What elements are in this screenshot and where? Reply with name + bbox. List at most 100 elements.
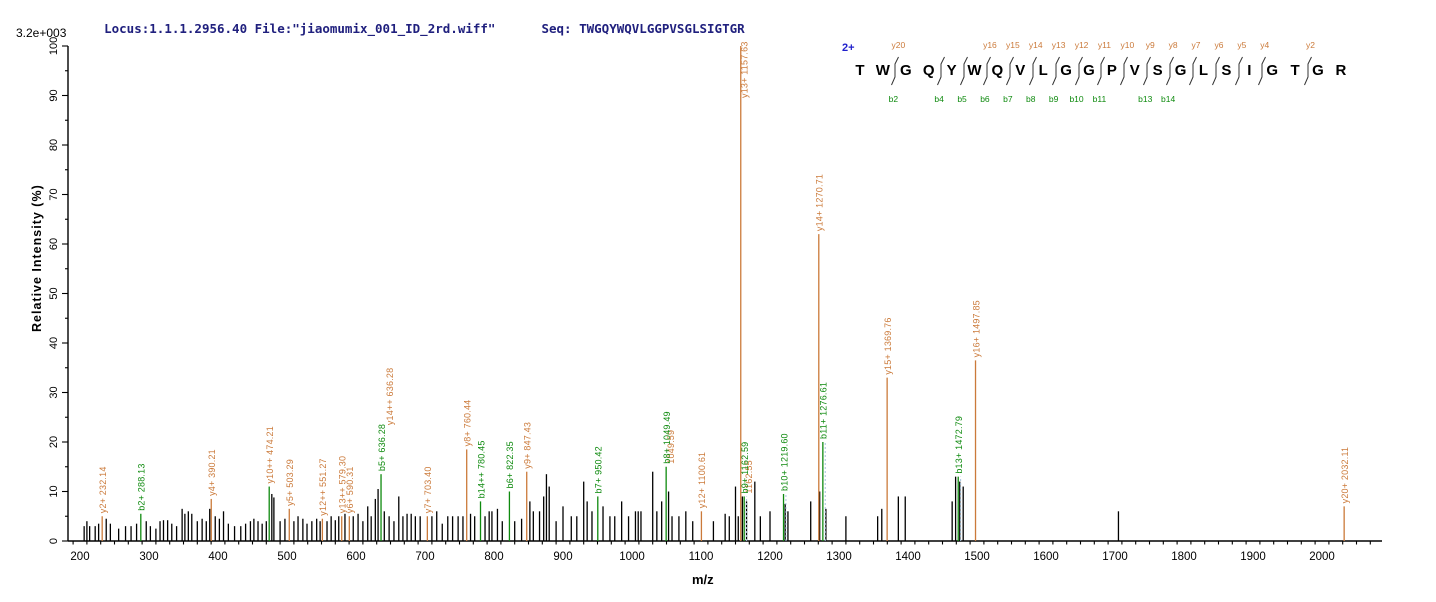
- b-ion-mark-b9: b9: [1048, 94, 1059, 104]
- cleavage-mark-path: [1189, 56, 1197, 86]
- residue-2-W: W: [875, 62, 890, 79]
- cleavage-mark-path: [891, 56, 900, 86]
- x-tick-label: 600: [346, 551, 365, 563]
- cleavage-mark: [1257, 56, 1266, 86]
- cleavage-mark-path: [937, 56, 946, 86]
- peak-label-y-ion: y2+ 232.14: [98, 466, 108, 513]
- cleavage-mark-path: [1166, 56, 1175, 86]
- x-tick-label: 1800: [1171, 551, 1197, 563]
- peak-label-y-ion: y8+ 760.44: [463, 400, 473, 447]
- residue-14-S: S: [1152, 62, 1163, 79]
- peak-label-b-ion: b6+ 822.35: [505, 441, 515, 488]
- x-tick-label: 1000: [619, 551, 645, 563]
- peak-label-y-ion: y10++ 474.21: [265, 426, 275, 483]
- y-ion-mark-y13: y13: [1051, 40, 1066, 50]
- peak-label-b-ion: b7+ 950.42: [594, 446, 604, 493]
- cleavage-mark-path: [1303, 56, 1312, 86]
- cleavage-mark-path: [1005, 56, 1014, 86]
- cleavage-mark: [1005, 56, 1014, 86]
- residue-8-V: V: [1015, 62, 1026, 79]
- cleavage-mark: [1097, 56, 1106, 86]
- seq-label: Seq:: [541, 21, 572, 36]
- peak-label-b-ion: b2+ 288.13: [137, 463, 147, 510]
- residue-15-G: G: [1174, 62, 1187, 79]
- b-ion-mark-b5: b5: [957, 94, 967, 104]
- x-tick-label: 1600: [1033, 551, 1059, 563]
- peak-label-y-ion: 1049.59: [666, 430, 676, 464]
- y-ion-mark-y11: y11: [1097, 40, 1111, 50]
- peak-label-b-ion: b14++ 780.45: [476, 440, 486, 498]
- x-tick-label: 500: [277, 551, 296, 563]
- y-tick-label: 30: [48, 386, 60, 398]
- x-tick-label: 1400: [895, 551, 921, 563]
- cleavage-mark: [1143, 56, 1152, 86]
- x-tick-label: 1500: [964, 551, 990, 563]
- cleavage-mark: [891, 56, 900, 86]
- x-tick-label: 1900: [1240, 551, 1266, 563]
- y-ion-mark-y20: y20: [891, 40, 906, 50]
- residue-21-G: G: [1312, 62, 1324, 79]
- peak-label-y-ion: y6+ 590.31: [345, 466, 355, 513]
- peak-label-y-ion: y14+ 1270.71: [815, 174, 825, 231]
- cleavage-mark-path: [1234, 56, 1243, 86]
- peak-label-y-ion: 1162.55: [744, 460, 754, 493]
- peak-label-y-ion: y20+ 2032.11: [1340, 447, 1350, 504]
- y-tick-label: 100: [48, 37, 60, 55]
- y-ion-mark-y5: y5: [1237, 40, 1247, 50]
- b-ion-mark-b2: b2: [888, 94, 899, 104]
- peak-label-y-ion: y15+ 1369.76: [883, 317, 893, 374]
- x-tick-label: 200: [70, 551, 89, 563]
- y-ion-mark-y10: y10: [1120, 40, 1135, 50]
- cleavage-mark: [1028, 56, 1037, 86]
- y-tick-label: 40: [48, 337, 60, 349]
- residue-1-T: T: [855, 62, 865, 79]
- x-axis-title: m/z: [692, 572, 714, 587]
- peak-label-b-ion: b11+ 1276.61: [819, 382, 829, 439]
- intensity-scale-note: 3.2e+003: [16, 26, 67, 40]
- x-tick-label: 1200: [757, 551, 783, 563]
- y-tick-label: 20: [48, 436, 60, 448]
- cleavage-mark-path: [982, 56, 991, 86]
- peak-label-y-ion: y12++ 551.27: [318, 458, 328, 515]
- peak-label-y-ion: y13+ 1157.63: [740, 41, 750, 98]
- y-ion-mark-y8: y8: [1168, 40, 1178, 50]
- peak-label-b-ion: b5+ 636.28: [377, 424, 387, 471]
- y-ion-mark-y6: y6: [1214, 40, 1224, 50]
- x-tick-label: 1100: [689, 551, 714, 563]
- cleavage-mark-path: [1074, 56, 1083, 86]
- y-tick-label: 50: [48, 287, 60, 299]
- y-ion-mark-y14: y14: [1028, 40, 1043, 50]
- x-tick-label: 700: [415, 551, 434, 563]
- cleavage-mark: [1211, 56, 1220, 86]
- b-ion-mark-b14: b14: [1161, 94, 1176, 104]
- peak-label-y-ion: y12+ 1100.61: [697, 452, 707, 509]
- cleavage-mark-path: [1051, 56, 1060, 86]
- b-ion-mark-b10: b10: [1069, 94, 1084, 104]
- y-tick-label: 0: [48, 538, 60, 544]
- b-ion-mark-b8: b8: [1026, 94, 1036, 104]
- y-ion-mark-y2: y2: [1306, 40, 1316, 50]
- cleavage-mark-path: [1097, 56, 1106, 86]
- y-ion-mark-y9: y9: [1145, 40, 1155, 50]
- y-ion-mark-y7: y7: [1191, 40, 1201, 50]
- cleavage-mark-path: [1143, 56, 1152, 86]
- y-tick-label: 70: [48, 188, 60, 200]
- residue-5-Y: Y: [946, 62, 957, 79]
- cleavage-mark: [960, 56, 968, 86]
- y-tick-label: 60: [48, 238, 60, 250]
- x-tick-label: 1700: [1102, 551, 1128, 563]
- peak-label-y-ion: y14++ 636.28: [385, 368, 395, 425]
- residue-22-R: R: [1335, 62, 1347, 79]
- residue-20-T: T: [1290, 62, 1300, 79]
- b-ion-mark-b7: b7: [1003, 94, 1013, 104]
- peak-label-y-ion: y5+ 503.29: [285, 459, 295, 506]
- y-tick-label: 80: [48, 139, 60, 151]
- y-ion-mark-y16: y16: [983, 40, 997, 50]
- locus-file-text: Locus:1.1.1.2956.40 File:"jiaomumix_001_…: [104, 21, 496, 36]
- cleavage-mark-path: [1120, 56, 1129, 86]
- y-ion-mark-y12: y12: [1074, 40, 1089, 50]
- peak-label-b-ion: b8+ 1049.49: [662, 411, 672, 464]
- x-tick-label: 2000: [1309, 551, 1335, 563]
